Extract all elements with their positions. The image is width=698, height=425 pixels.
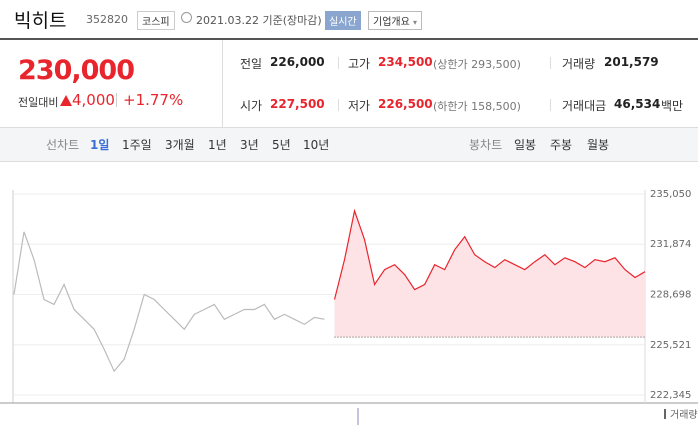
- dropdown-arrow: ▾: [413, 18, 418, 27]
- stat-note: (상한가 293,500): [433, 58, 521, 71]
- y-tick-label: 228,698: [650, 289, 691, 300]
- stock-name: 빅히트: [14, 10, 67, 32]
- stat-value: 226,500: [378, 97, 433, 111]
- tab[interactable]: 일봉: [514, 138, 537, 152]
- area: [334, 210, 645, 338]
- divider: [0, 38, 698, 40]
- divider: [550, 99, 551, 111]
- change-label: 전일대비: [18, 96, 59, 109]
- company-info-text: 기업개요: [373, 17, 410, 28]
- stat-value: 226,000: [270, 55, 325, 69]
- divider: [222, 40, 223, 128]
- tab[interactable]: 월봉: [587, 138, 610, 152]
- y-tick-label: 222,345: [650, 390, 691, 401]
- stat-label: 거래량: [562, 57, 596, 71]
- tab[interactable]: 1년: [208, 138, 227, 152]
- tab-group-label: 선차트: [46, 138, 80, 152]
- separator: [116, 93, 117, 107]
- y-tick-label: 235,050: [650, 189, 691, 200]
- y-tick-label: 225,521: [650, 340, 691, 351]
- chart: 거래량 222,345 225,521 228,698 231,874 235,050: [0, 189, 698, 425]
- company-info-button[interactable]: 기업개요 ▾: [368, 11, 423, 30]
- date: 2021.03.22 기준(장마감): [196, 14, 322, 27]
- clock-icon: [181, 12, 192, 23]
- stat-value: 234,500: [378, 55, 433, 69]
- stat-value: 46,534: [614, 97, 661, 111]
- tab[interactable]: 1주일: [122, 138, 152, 152]
- tab[interactable]: 1일: [90, 138, 110, 152]
- up-icon: [60, 95, 72, 106]
- current-price: 230,000: [18, 55, 135, 86]
- stat-label: 전일: [240, 57, 263, 71]
- divider: [338, 99, 339, 111]
- line: [333, 208, 646, 300]
- change-pct: +1.77%: [123, 91, 184, 109]
- stat-label: 거래대금: [562, 99, 607, 113]
- stock-code: 352820: [86, 13, 128, 26]
- stat-value: 201,579: [604, 55, 659, 69]
- tab[interactable]: 3년: [240, 138, 259, 152]
- stat-unit: 백만: [661, 99, 684, 113]
- divider: [550, 57, 551, 69]
- stat-label: 고가: [348, 57, 371, 71]
- stat-label: 시가: [240, 99, 263, 113]
- tab[interactable]: 주봉: [550, 138, 573, 152]
- stat-label: 저가: [348, 99, 371, 113]
- y-tick-label: 231,874: [650, 239, 691, 250]
- change: 4,000: [72, 91, 115, 109]
- stat-note: (하한가 158,500): [433, 100, 521, 113]
- realtime-button[interactable]: 실시간: [325, 11, 361, 30]
- tab-bar: [0, 127, 698, 162]
- volume-icon: [664, 409, 666, 419]
- market-badge: 코스피: [137, 11, 175, 30]
- stat-value: 227,500: [270, 97, 325, 111]
- tab[interactable]: 3개월: [165, 138, 195, 152]
- tab[interactable]: 5년: [272, 138, 291, 152]
- tab-group-label: 봉차트: [469, 138, 503, 152]
- line: [13, 231, 325, 373]
- volume-label: 거래량: [670, 409, 698, 421]
- divider: [338, 57, 339, 69]
- tab[interactable]: 10년: [303, 138, 330, 152]
